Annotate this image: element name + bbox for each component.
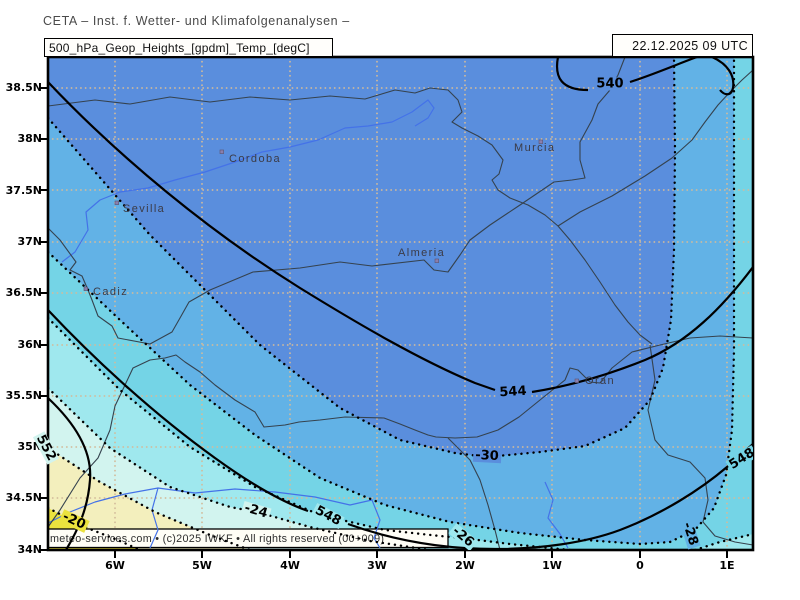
height-contour-548: [48, 309, 753, 550]
height-contour-544: [48, 81, 753, 394]
lon-label-5w: 5W: [192, 559, 212, 572]
spain-inner-border-1: [48, 87, 653, 345]
height-contours: [48, 57, 753, 550]
city-label-cadiz: Cadiz: [93, 286, 129, 298]
temperature-contours: [48, 57, 753, 550]
city-label-sevilla: Sevilla: [123, 203, 166, 215]
city-dot-murcia: [538, 139, 543, 144]
latlon-grid: [48, 57, 753, 550]
lon-label-4w: 4W: [280, 559, 300, 572]
map-border: [46, 55, 755, 552]
temp-contour--26: [48, 316, 572, 550]
attribution-bar: meteo-services.com • (c)2025 IWKF • All …: [48, 528, 449, 549]
lat-label-36-5n: 36.5N: [5, 286, 42, 299]
contour-label-540: 540: [594, 76, 626, 92]
header-title: CETA – Inst. f. Wetter- und Klimafolgena…: [43, 14, 350, 28]
algeria-inner-border: [647, 344, 753, 546]
city-dot-oran: [574, 378, 579, 383]
lon-label-1e: 1E: [719, 559, 735, 572]
contour-label--20: -20: [58, 509, 90, 533]
lat-label-37-5n: 37.5N: [5, 184, 42, 197]
lon-label-3w: 3W: [367, 559, 387, 572]
contour-label--30: -30: [472, 447, 502, 465]
city-markers: [83, 139, 579, 383]
lat-label-38-5n: 38.5N: [5, 81, 42, 94]
lat-label-35n: 35N: [17, 440, 42, 453]
lat-label-34-5n: 34.5N: [5, 491, 42, 504]
lon-label-1w: 1W: [542, 559, 562, 572]
city-dot-sevilla: [114, 200, 119, 205]
city-dot-cadiz: [83, 286, 88, 291]
lon-label-0: 0: [636, 559, 644, 572]
city-dot-almeria: [434, 258, 439, 263]
field-label: 500_hPa_Geop_Heights_[gpdm]_Temp_[degC]: [49, 40, 310, 55]
datetime-label: 22.12.2025 09 UTC: [632, 38, 748, 53]
lon-label-6w: 6W: [105, 559, 125, 572]
contour-label-548-a: 548: [311, 502, 345, 530]
lat-label-37n: 37N: [17, 235, 42, 248]
temp-contour--28: [48, 57, 736, 546]
coastlines: [48, 57, 753, 550]
lat-label-38n: 38N: [17, 132, 42, 145]
axis-ticks: [40, 87, 728, 558]
contour-label-548-b: 548: [725, 445, 753, 473]
contour-label-544: 544: [497, 383, 529, 401]
lat-label-36n: 36N: [17, 338, 42, 351]
contour-label--28: -28: [679, 518, 701, 550]
city-dot-cordoba: [219, 149, 224, 154]
city-label-cordoba: Cordoba: [229, 153, 281, 165]
lon-label-2w: 2W: [455, 559, 475, 572]
field-label-box: 500_hPa_Geop_Heights_[gpdm]_Temp_[degC]: [44, 38, 333, 57]
city-label-almeria: Almeria: [398, 247, 446, 259]
height-contour-540: [555, 57, 735, 96]
city-label-oran: Oran: [585, 375, 616, 387]
spain-coastline: [48, 57, 626, 345]
contour-label--24: -24: [240, 500, 272, 522]
temp-contour--26b: [693, 532, 753, 550]
africa-coastline: [48, 335, 753, 528]
lat-label-34n: 34N: [17, 543, 42, 556]
map-label-layer: Cordoba Sevilla Cadiz Murcia Almeria Ora…: [48, 57, 753, 550]
country-border: [447, 437, 501, 550]
datetime-box: 22.12.2025 09 UTC: [612, 34, 753, 57]
contour-label--26: -26: [448, 523, 478, 550]
attribution-text: meteo-services.com • (c)2025 IWKF • All …: [50, 533, 384, 545]
temp-contour--24: [48, 386, 432, 550]
city-label-murcia: Murcia: [514, 142, 556, 154]
rivers: [48, 99, 569, 549]
lat-label-35-5n: 35.5N: [5, 389, 42, 402]
temp-contour--20: [48, 506, 142, 550]
